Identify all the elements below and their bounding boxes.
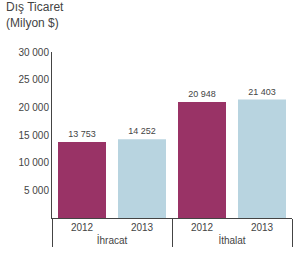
svg-text:20 000: 20 000	[18, 102, 49, 113]
svg-text:2012: 2012	[71, 222, 94, 233]
svg-text:İhracat: İhracat	[97, 234, 128, 246]
svg-text:2012: 2012	[191, 222, 214, 233]
svg-text:İthalat: İthalat	[218, 234, 245, 246]
svg-text:5 000: 5 000	[24, 185, 49, 196]
svg-text:2013: 2013	[131, 222, 154, 233]
svg-text:13 753: 13 753	[68, 129, 96, 139]
svg-text:14 252: 14 252	[128, 126, 156, 136]
svg-text:2013: 2013	[251, 222, 274, 233]
svg-text:21 403: 21 403	[248, 87, 276, 97]
svg-text:20 948: 20 948	[188, 89, 216, 99]
svg-text:Dış Ticaret(Milyon $): Dış Ticaret(Milyon $)	[6, 0, 64, 30]
svg-text:15 000: 15 000	[18, 130, 49, 141]
svg-text:30 000: 30 000	[18, 47, 49, 58]
svg-text:25 000: 25 000	[18, 74, 49, 85]
svg-text:10 000: 10 000	[18, 157, 49, 168]
